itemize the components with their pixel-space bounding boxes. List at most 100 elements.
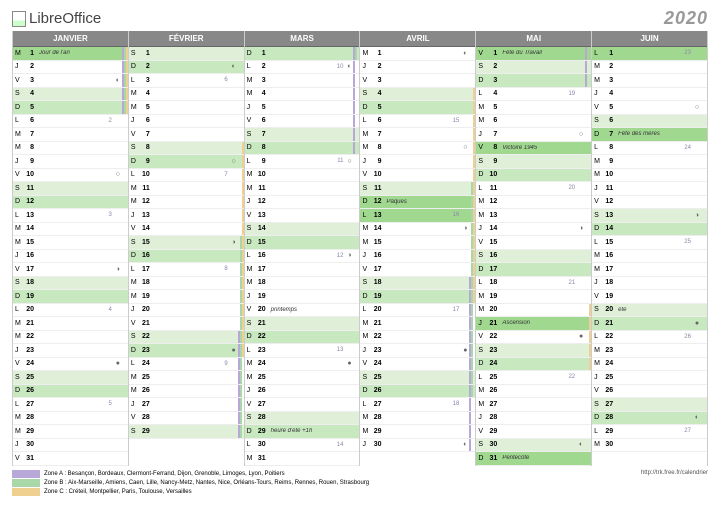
day-row: D12Pâques <box>360 196 475 210</box>
day-of-week: V <box>592 293 602 300</box>
zone-bars <box>469 74 475 87</box>
zone-bars <box>469 304 475 317</box>
day-row: V20printemps <box>245 304 360 318</box>
day-row: S11 <box>360 182 475 196</box>
day-row: M12 <box>476 196 591 210</box>
day-number: 29 <box>486 428 500 435</box>
day-number: 19 <box>255 293 269 300</box>
day-number: 22 <box>23 333 37 340</box>
day-row: D14 <box>592 223 707 237</box>
day-number: 15 <box>602 239 616 246</box>
day-of-week: L <box>592 333 602 340</box>
day-row: S16 <box>476 250 591 264</box>
day-number: 16 <box>255 252 269 259</box>
day-number: 24 <box>370 360 384 367</box>
day-of-week: S <box>245 225 255 232</box>
zone-bars <box>353 74 359 87</box>
zone-bars <box>353 142 359 155</box>
zone-bars <box>353 385 359 398</box>
day-number: 21 <box>255 320 269 327</box>
day-row: S14 <box>245 223 360 237</box>
zone-bars <box>469 371 475 384</box>
source-url: http://trk.free.fr/calendrier <box>641 470 708 497</box>
day-row: M20 <box>476 304 591 318</box>
day-number: 10 <box>602 171 616 178</box>
zone-bars <box>238 277 244 290</box>
day-of-week: M <box>360 428 370 435</box>
day-number: 9 <box>139 158 153 165</box>
day-number: 28 <box>255 414 269 421</box>
day-of-week: L <box>592 239 602 246</box>
day-number: 14 <box>23 225 37 232</box>
day-of-week: V <box>592 198 602 205</box>
week-number: 23 <box>684 50 693 56</box>
day-number: 27 <box>370 401 384 408</box>
day-of-week: L <box>245 252 255 259</box>
day-number: 16 <box>486 252 500 259</box>
day-of-week: L <box>245 63 255 70</box>
zone-bars <box>701 277 707 290</box>
day-number: 26 <box>602 387 616 394</box>
day-of-week: M <box>476 198 486 205</box>
day-row: V7 <box>129 128 244 142</box>
day-of-week: M <box>13 131 23 138</box>
day-number: 29 <box>255 428 269 435</box>
day-of-week: V <box>476 144 486 151</box>
zone-bars <box>122 304 128 317</box>
zone-bars <box>701 385 707 398</box>
day-number: 12 <box>139 198 153 205</box>
moon-phase-icon: ◐ <box>230 63 238 70</box>
zone-bars <box>238 169 244 182</box>
day-number: 24 <box>255 360 269 367</box>
day-row: M25 <box>129 371 244 385</box>
day-of-week: V <box>592 387 602 394</box>
day-of-week: J <box>360 252 370 259</box>
day-note: Pâques <box>384 199 459 205</box>
day-row: D5 <box>13 101 128 115</box>
calendar-page: LibreOffice 2020 JANVIERM1Jour de l'anJ2… <box>0 0 720 505</box>
month-header: FÉVRIER <box>129 31 244 47</box>
day-of-week: J <box>129 117 139 124</box>
day-of-week: V <box>476 50 486 57</box>
day-row: J2 <box>360 61 475 75</box>
zone-bars <box>585 128 591 141</box>
day-number: 19 <box>486 293 500 300</box>
day-of-week: V <box>476 239 486 246</box>
zone-bars <box>701 412 707 425</box>
zone-bars <box>585 398 591 411</box>
day-of-week: L <box>13 117 23 124</box>
month-column: JUINL123M2M3J4V5○S6D7Fête des mèresL824M… <box>592 31 708 466</box>
day-number: 6 <box>23 117 37 124</box>
day-row: M16 <box>592 250 707 264</box>
day-number: 15 <box>255 239 269 246</box>
zone-bars <box>701 344 707 357</box>
month-column: FÉVRIERS1D2◐L36M4M5J6V7S8D9○L107M11M12J1… <box>129 31 245 466</box>
zone-bars <box>122 412 128 425</box>
day-row: S27 <box>592 398 707 412</box>
day-row: D9○ <box>129 155 244 169</box>
zone-bars <box>238 304 244 317</box>
day-of-week: M <box>592 252 602 259</box>
day-of-week: V <box>476 333 486 340</box>
day-row: M29 <box>13 425 128 439</box>
day-of-week: M <box>360 333 370 340</box>
zone-bars <box>701 196 707 209</box>
day-row: M15 <box>360 236 475 250</box>
day-number: 3 <box>486 77 500 84</box>
day-row: J27 <box>129 398 244 412</box>
day-number: 8 <box>23 144 37 151</box>
legend: Zone A : Besançon, Bordeaux, Clermont-Fe… <box>12 470 708 497</box>
day-row: M19 <box>476 290 591 304</box>
day-number: 4 <box>602 90 616 97</box>
day-number: 3 <box>602 77 616 84</box>
day-of-week: V <box>129 131 139 138</box>
week-number: 16 <box>453 212 462 218</box>
zone-bars <box>238 331 244 344</box>
zone-bars <box>469 263 475 276</box>
zone-bars <box>701 398 707 411</box>
zone-bars <box>353 236 359 249</box>
day-of-week: M <box>13 428 23 435</box>
day-number: 13 <box>23 212 37 219</box>
day-row: M10 <box>592 169 707 183</box>
day-of-week: M <box>360 320 370 327</box>
